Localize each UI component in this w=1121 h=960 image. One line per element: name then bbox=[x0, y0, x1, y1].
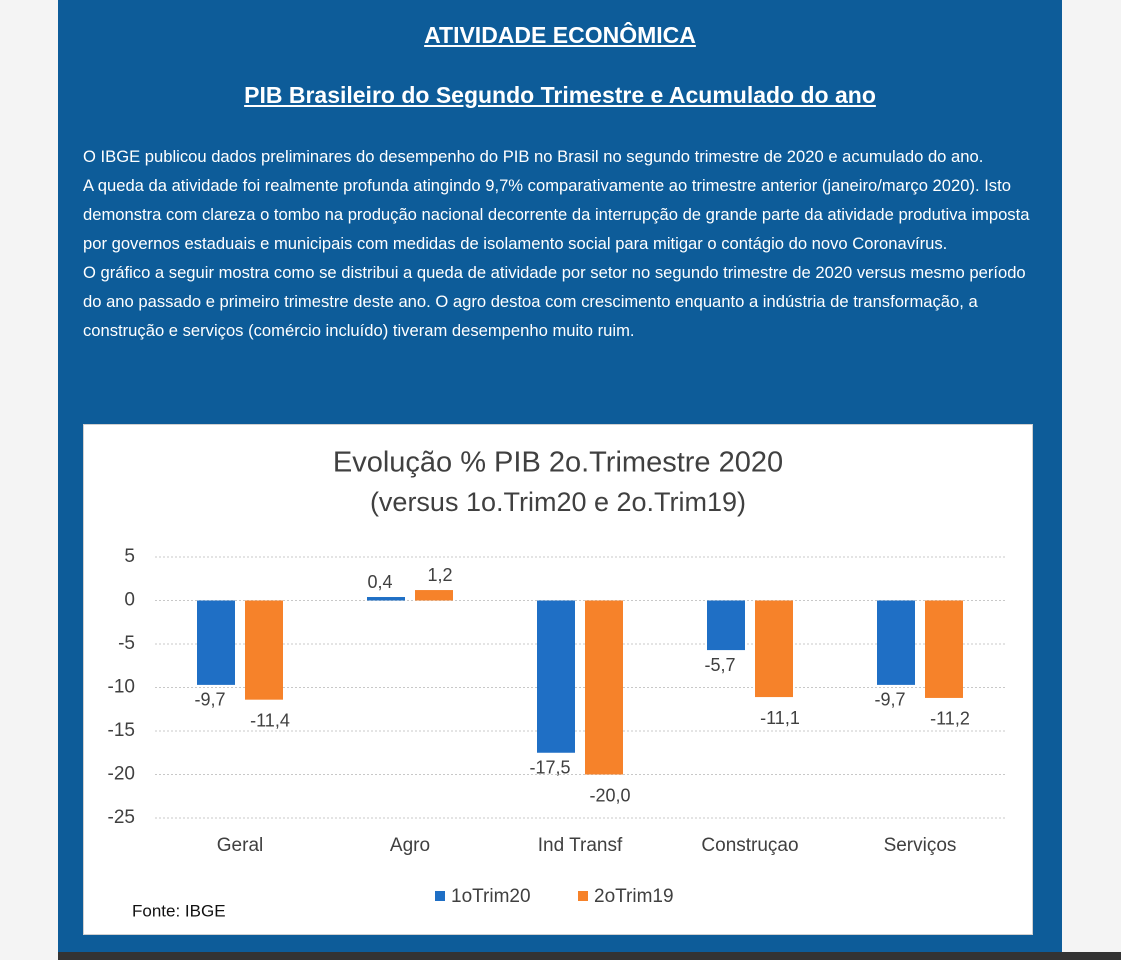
bar bbox=[707, 600, 745, 651]
paragraph: O IBGE publicou dados preliminares do de… bbox=[83, 147, 984, 166]
bottom-bar bbox=[58, 952, 1121, 960]
value-label: -11,4 bbox=[250, 710, 290, 730]
bar bbox=[537, 600, 575, 753]
value-label: -17,5 bbox=[529, 758, 570, 778]
y-tick-label: 0 bbox=[124, 590, 135, 611]
chart-subtitle: (versus 1o.Trim20 e 2o.Trim19) bbox=[370, 487, 746, 517]
x-tick-label: Ind Transf bbox=[538, 835, 623, 856]
bar bbox=[197, 600, 235, 685]
value-label: 1,2 bbox=[427, 565, 452, 585]
legend-swatch bbox=[578, 891, 588, 901]
chart-title: Evolução % PIB 2o.Trimestre 2020 bbox=[333, 447, 783, 479]
value-label: -11,1 bbox=[760, 708, 800, 728]
legend-swatch bbox=[435, 891, 445, 901]
y-tick-label: -15 bbox=[108, 720, 135, 741]
value-label: -9,7 bbox=[194, 690, 225, 710]
y-tick-label: -10 bbox=[108, 677, 135, 698]
y-tick-label: -20 bbox=[108, 764, 135, 785]
x-tick-label: Geral bbox=[217, 835, 263, 856]
paragraph: A queda da atividade foi realmente profu… bbox=[83, 176, 1030, 253]
y-tick-label: -25 bbox=[108, 807, 135, 828]
body-text: O IBGE publicou dados preliminares do de… bbox=[83, 142, 1043, 345]
bar bbox=[925, 600, 963, 698]
value-label: -20,0 bbox=[589, 785, 630, 805]
section-title: ATIVIDADE ECONÔMICA bbox=[424, 22, 696, 48]
section-subtitle: PIB Brasileiro do Segundo Trimestre e Ac… bbox=[244, 82, 876, 108]
y-tick-label: 5 bbox=[124, 546, 135, 567]
bar bbox=[755, 600, 793, 698]
source-note: Fonte: IBGE bbox=[132, 901, 226, 920]
x-tick-label: Construçao bbox=[701, 835, 798, 856]
value-label: -5,7 bbox=[704, 655, 735, 675]
x-tick-label: Agro bbox=[390, 835, 430, 856]
paragraph: O gráfico a seguir mostra como se distri… bbox=[83, 263, 1026, 340]
bar bbox=[585, 600, 623, 775]
y-tick-label: -5 bbox=[118, 633, 135, 654]
value-label: 0,4 bbox=[367, 572, 392, 592]
chart: Evolução % PIB 2o.Trimestre 2020 (versus… bbox=[83, 424, 1033, 935]
bar bbox=[367, 597, 405, 601]
x-tick-label: Serviços bbox=[884, 835, 957, 856]
legend-label: 1oTrim20 bbox=[451, 886, 531, 907]
legend-label: 2oTrim19 bbox=[594, 886, 674, 907]
newsletter-panel: ATIVIDADE ECONÔMICA PIB Brasileiro do Se… bbox=[58, 0, 1062, 952]
bar bbox=[415, 590, 453, 601]
value-label: -11,2 bbox=[930, 709, 970, 729]
bar bbox=[877, 600, 915, 685]
bar bbox=[245, 600, 283, 700]
value-label: -9,7 bbox=[874, 690, 905, 710]
